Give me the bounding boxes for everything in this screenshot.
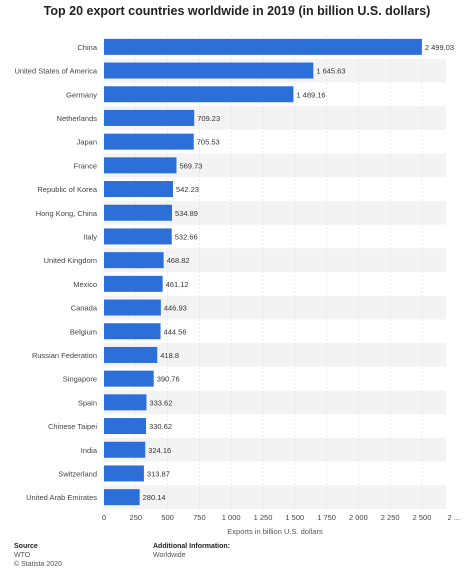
category-label: Mexico (73, 280, 97, 289)
category-label: Chinese Taipei (48, 422, 97, 431)
value-label: 313.87 (147, 469, 170, 478)
bar (104, 299, 161, 316)
row-stripe (104, 200, 446, 225)
category-label: France (74, 161, 97, 170)
value-label: 1 645.63 (316, 67, 345, 76)
bar (104, 346, 158, 363)
category-label: Spain (78, 398, 97, 407)
value-label: 569.73 (179, 161, 202, 170)
source-block: Source WTO © Statista 2020 (14, 542, 62, 569)
x-tick-label: 750 (193, 513, 206, 522)
x-tick-label: 500 (161, 513, 174, 522)
row-stripe (104, 295, 446, 320)
category-label: Singapore (63, 375, 97, 384)
category-label: United States of America (14, 67, 97, 76)
category-label: Netherlands (57, 114, 98, 123)
x-tick-label: 2 000 (349, 513, 368, 522)
x-tick-label: 2 500 (413, 513, 432, 522)
category-label: Italy (83, 232, 97, 241)
bar (104, 86, 294, 103)
x-tick-label: 1 500 (285, 513, 304, 522)
row-stripe (104, 390, 446, 415)
x-tick-label: 0 (102, 513, 106, 522)
bar (104, 418, 147, 435)
value-label: 324.16 (148, 446, 171, 455)
value-label: 280.14 (143, 493, 166, 502)
additional-info-heading: Additional Information: (153, 543, 230, 550)
source-heading: Source (14, 543, 38, 550)
x-axis-label: Exports in billion U.S. dollars (227, 527, 323, 536)
value-label: 709.23 (197, 114, 220, 123)
x-tick-label: 1 750 (317, 513, 336, 522)
value-label: 390.76 (157, 375, 180, 384)
row-stripe (104, 343, 446, 367)
category-label: Belgium (70, 327, 97, 336)
bar (104, 370, 154, 387)
value-label: 2 499.03 (425, 43, 454, 52)
x-tick-label: 2 250 (381, 513, 400, 522)
x-tick-label: 250 (130, 513, 143, 522)
bar (104, 62, 314, 79)
copyright-line: © Statista 2020 (14, 561, 62, 568)
value-label: 534.89 (175, 209, 198, 218)
bar (104, 252, 164, 269)
row-stripe (104, 437, 446, 462)
bar (104, 181, 173, 198)
value-label: 468.82 (167, 256, 190, 265)
bar (104, 275, 163, 292)
bar (104, 323, 161, 340)
bar (104, 489, 140, 506)
category-label: Switzerland (58, 469, 97, 478)
category-label: China (77, 43, 97, 52)
value-label: 444.56 (164, 327, 187, 336)
x-tick-label: 1 250 (254, 513, 273, 522)
additional-info-block: Additional Information: Worldwide (153, 542, 230, 560)
value-label: 461.12 (166, 280, 189, 289)
value-label: 446.93 (164, 304, 187, 313)
value-label: 333.62 (149, 398, 172, 407)
category-label: United Kingdom (44, 256, 97, 265)
row-stripe (104, 248, 446, 272)
category-label: Canada (71, 304, 98, 313)
source-line-wto: WTO (14, 552, 31, 559)
category-label: United Arab Emirates (26, 493, 97, 502)
bar (104, 157, 177, 174)
row-stripe (104, 485, 446, 509)
bar (104, 204, 173, 221)
value-label: 542.23 (176, 185, 199, 194)
category-label: Russian Federation (32, 351, 97, 360)
bar (104, 394, 147, 411)
bar (104, 109, 195, 126)
bar (104, 38, 422, 55)
category-label: India (81, 446, 98, 455)
value-label: 330.62 (149, 422, 172, 431)
category-label: Republic of Korea (37, 185, 97, 194)
category-label: Germany (66, 90, 97, 99)
chart-title: Top 20 export countries worldwide in 201… (43, 4, 431, 18)
bar (104, 228, 172, 245)
bar (104, 441, 146, 458)
x-tick-label: 2 ... (448, 513, 461, 522)
bar (104, 465, 144, 482)
value-label: 1 489.16 (296, 90, 325, 99)
value-label: 418.8 (160, 351, 179, 360)
bar (104, 133, 194, 150)
additional-info-line: Worldwide (153, 552, 186, 559)
category-label: Hong Kong, China (36, 209, 98, 218)
bar-chart: China 2 499.03 United States of America 1 6… (14, 35, 461, 536)
x-tick-label: 1 000 (222, 513, 241, 522)
row-stripe (104, 153, 446, 178)
value-label: 705.53 (197, 138, 220, 147)
category-label: Japan (77, 138, 97, 147)
value-label: 532.66 (175, 232, 198, 241)
